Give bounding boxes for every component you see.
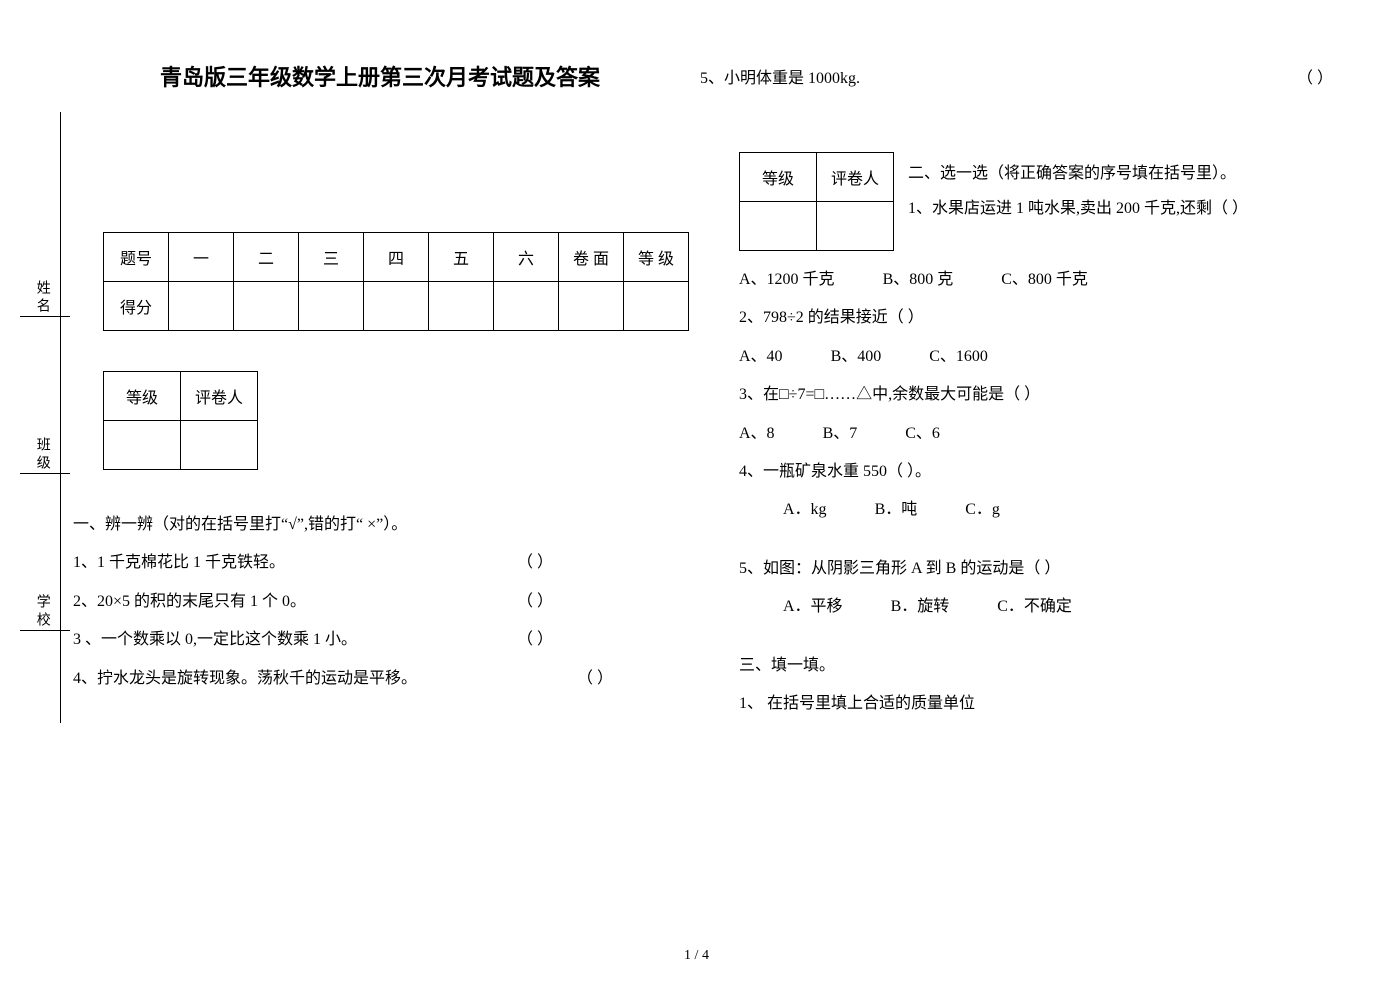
s2q3-C: C、6 — [905, 415, 940, 453]
s1-q1-paren: （ ） — [517, 544, 553, 582]
grade-table-right: 等级 评卷人 — [739, 152, 894, 251]
gt-left-22 — [181, 421, 258, 470]
s2q1-C: C、800 千克 — [1001, 261, 1088, 299]
score-h6: 六 — [494, 233, 559, 282]
gt-right-21 — [740, 202, 817, 251]
s2-q3: 3、在□÷7=□……△中,余数最大可能是（ ） — [739, 376, 1333, 414]
gt-left-11: 等级 — [104, 372, 181, 421]
s2-q4: 4、一瓶矿泉水重 550（ ）。 — [739, 453, 1333, 491]
s2q5-A: A．平移 — [783, 588, 843, 626]
section2-intro: 二、选一选（将正确答案的序号填在括号里）。 1、水果店运进 1 吨水果,卖出 2… — [908, 152, 1248, 226]
score-c3 — [299, 282, 364, 331]
s1-q1-text: 1、1 千克棉花比 1 千克铁轻。 — [73, 544, 285, 582]
score-c8 — [624, 282, 689, 331]
right-column: 等级 评卷人 二、选一选（将正确答案的序号填在括号里）。 1、水果店运进 1 吨… — [739, 112, 1333, 723]
s2q5-C: C．不确定 — [997, 588, 1072, 626]
score-table: 题号 一 二 三 四 五 六 卷 面 等 级 得分 — [103, 232, 689, 331]
columns: 题号 一 二 三 四 五 六 卷 面 等 级 得分 — [60, 112, 1333, 723]
s2-q1: 1、水果店运进 1 吨水果,卖出 200 千克,还剩（ ） — [908, 191, 1248, 226]
page-title: 青岛版三年级数学上册第三次月考试题及答案 — [120, 60, 640, 92]
gt-right-22 — [817, 202, 894, 251]
score-h1: 一 — [169, 233, 234, 282]
score-c7 — [559, 282, 624, 331]
s2q2-C: C、1600 — [929, 338, 988, 376]
left-column: 题号 一 二 三 四 五 六 卷 面 等 级 得分 — [60, 112, 689, 723]
label-school-text: 学校 — [35, 594, 50, 630]
s2-q5: 5、如图：从阴影三角形 A 到 B 的运动是（ ） — [739, 550, 1333, 588]
s1-q5-text: 5、小明体重是 1000kg. — [700, 64, 860, 102]
gt-left-21 — [104, 421, 181, 470]
exam-page: 姓名 班级 学校 青岛版三年级数学上册第三次月考试题及答案 5、小明体重是 10… — [0, 0, 1393, 984]
s2q3-A: A、8 — [739, 415, 775, 453]
s1-q2-paren: （ ） — [517, 583, 553, 621]
section3-title: 三、填一填。 — [739, 647, 1333, 685]
right-top-block: 等级 评卷人 二、选一选（将正确答案的序号填在括号里）。 1、水果店运进 1 吨… — [739, 152, 1333, 251]
s2q3-B: B、7 — [823, 415, 858, 453]
label-name-text: 姓名 — [35, 280, 50, 316]
s1-q3-paren: （ ） — [517, 621, 553, 659]
s3-q1: 1、 在括号里填上合适的质量单位 — [739, 685, 1333, 723]
s2q2-B: B、400 — [831, 338, 882, 376]
score-h8: 等 级 — [624, 233, 689, 282]
s2q2-A: A、40 — [739, 338, 783, 376]
grade-table-left: 等级 评卷人 — [103, 371, 258, 470]
section2-title: 二、选一选（将正确答案的序号填在括号里）。 — [908, 156, 1248, 191]
score-c2 — [234, 282, 299, 331]
s1-q4-paren: （ ） — [577, 660, 613, 698]
gt-right-11: 等级 — [740, 153, 817, 202]
score-h4: 四 — [364, 233, 429, 282]
s2q4-C: C．g — [965, 491, 1000, 529]
score-row-label: 得分 — [104, 282, 169, 331]
score-c5 — [429, 282, 494, 331]
score-c6 — [494, 282, 559, 331]
section1: 一、辨一辨（对的在括号里打“√”,错的打“ ×”）。 1、1 千克棉花比 1 千… — [73, 506, 689, 698]
s2-q2: 2、798÷2 的结果接近（ ） — [739, 299, 1333, 337]
score-h7: 卷 面 — [559, 233, 624, 282]
s2q1-B: B、800 克 — [883, 261, 954, 299]
score-h0: 题号 — [104, 233, 169, 282]
score-h2: 二 — [234, 233, 299, 282]
s1-q2-text: 2、20×5 的积的末尾只有 1 个 0。 — [73, 583, 306, 621]
s1-q3-text: 3 、一个数乘以 0,一定比这个数乘 1 小。 — [73, 621, 357, 659]
score-c4 — [364, 282, 429, 331]
section1-title: 一、辨一辨（对的在括号里打“√”,错的打“ ×”）。 — [73, 506, 689, 544]
gt-left-12: 评卷人 — [181, 372, 258, 421]
score-h3: 三 — [299, 233, 364, 282]
s2q1-A: A、1200 千克 — [739, 261, 835, 299]
score-h5: 五 — [429, 233, 494, 282]
s2q4-A: A．kg — [783, 491, 827, 529]
s2q5-B: B．旋转 — [891, 588, 950, 626]
s1-q5-paren: （ ） — [1297, 64, 1333, 102]
score-c1 — [169, 282, 234, 331]
s1-q4-text: 4、拧水龙头是旋转现象。荡秋千的运动是平移。 — [73, 660, 417, 698]
section2-body: A、1200 千克 B、800 克 C、800 千克 2、798÷2 的结果接近… — [739, 261, 1333, 723]
page-number: 1 / 4 — [684, 948, 709, 964]
label-class-text: 班级 — [35, 437, 50, 473]
gt-right-12: 评卷人 — [817, 153, 894, 202]
s2q4-B: B．吨 — [875, 491, 918, 529]
